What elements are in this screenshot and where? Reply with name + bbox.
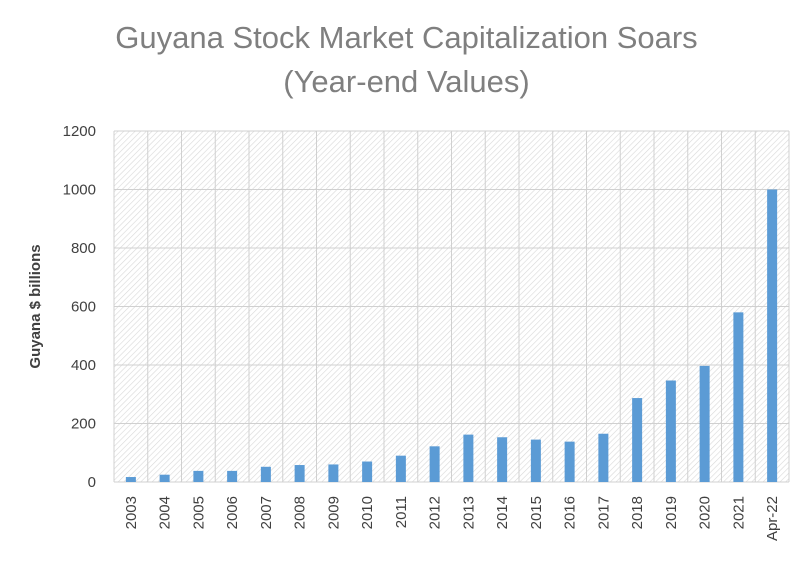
chart-title: Guyana Stock Market Capitalization Soars [115,20,698,55]
y-tick-label: 600 [71,299,96,316]
y-tick-label: 200 [71,416,96,433]
bar-2005 [193,470,204,482]
bar-2015 [530,439,541,482]
x-tick-label: 2017 [595,496,612,529]
y-tick-label: 0 [88,474,96,491]
y-tick-label: 1200 [63,123,96,140]
x-tick-label: 2019 [663,496,680,529]
x-tick-label: 2007 [258,496,275,529]
x-tick-label: 2006 [224,496,241,529]
x-tick-label: 2005 [190,496,207,529]
y-tick-label: 800 [71,240,96,257]
x-tick-label: 2014 [494,496,511,529]
bar-2016 [564,441,575,482]
y-axis-label: Guyana $ billions [27,244,44,368]
bar-2011 [395,455,406,482]
y-axis-ticks: 0 200 400 600 800 1000 1200 [63,123,96,491]
x-tick-label: 2015 [528,496,545,529]
bar-2007 [260,466,271,482]
bar-2019 [665,380,676,482]
x-tick-label: 2020 [697,496,714,529]
x-tick-label: 2011 [393,496,410,528]
bar-2020 [699,365,710,482]
chart-subtitle: (Year-end Values) [283,64,530,99]
x-tick-label: 2008 [292,496,309,529]
bar-2012 [429,446,440,482]
bar-Apr-22 [767,189,778,482]
bar-2018 [632,398,643,482]
bar-2009 [328,464,339,482]
bar-2010 [362,461,373,482]
x-axis-ticks: 2003 2004 2005 2006 2007 2008 2009 2010 2011 2012… [123,496,781,541]
x-tick-label: 2003 [123,496,140,529]
bar-2021 [733,312,744,482]
x-tick-label: 2013 [460,496,477,529]
y-tick-label: 400 [71,357,96,374]
bar-2017 [598,433,609,482]
x-tick-label: 2016 [562,496,579,529]
x-tick-label: 2012 [427,496,444,529]
bar-2004 [159,474,170,482]
x-tick-label: 2009 [325,496,342,529]
x-tick-label: 2010 [359,496,376,529]
bar-2006 [227,470,238,482]
bar-2013 [463,434,474,482]
y-tick-label: 1000 [63,182,96,199]
bar-2003 [125,477,136,482]
gridlines [113,130,790,483]
x-tick-label: 2021 [730,496,747,529]
bar-2014 [497,437,508,482]
x-tick-label: 2004 [157,496,174,529]
x-tick-label: Apr-22 [764,496,781,541]
x-tick-label: 2018 [629,496,646,529]
bar-2008 [294,465,305,482]
bars [125,189,778,482]
